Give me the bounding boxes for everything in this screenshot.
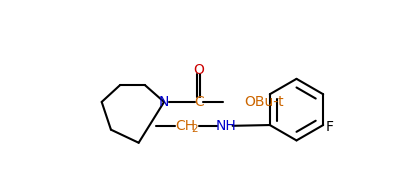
Text: 2: 2 xyxy=(191,124,198,134)
Text: F: F xyxy=(325,120,333,134)
Text: CH: CH xyxy=(176,119,196,133)
Text: O: O xyxy=(193,63,204,77)
Text: N: N xyxy=(159,95,169,109)
Text: OBu-t: OBu-t xyxy=(244,95,284,109)
Text: C: C xyxy=(194,95,204,109)
Text: NH: NH xyxy=(215,119,236,133)
